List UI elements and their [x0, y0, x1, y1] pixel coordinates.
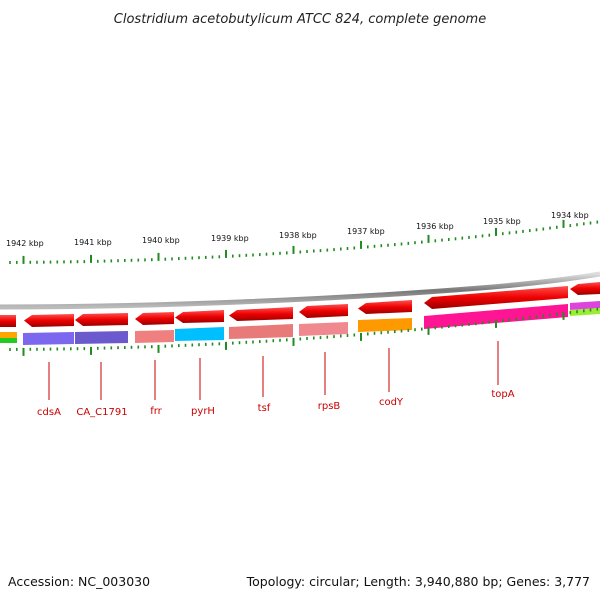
- cog-bar-pyrH: [175, 327, 224, 341]
- gene-arrow: [229, 307, 293, 321]
- accession-text: Accession: NC_003030: [8, 574, 150, 589]
- scale-labels: 1942 kbp 1941 kbp 1940 kbp 1939 kbp 1938…: [6, 211, 589, 248]
- gene-arrow: [358, 300, 412, 314]
- scale-label: 1938 kbp: [279, 231, 317, 240]
- scale-ticks: [9, 219, 599, 264]
- gene-arrow: [135, 312, 174, 325]
- gene-arrow: [0, 315, 16, 327]
- gene-arrow: [24, 314, 74, 327]
- scale-label: 1942 kbp: [6, 239, 44, 248]
- genome-backbone: [0, 271, 600, 310]
- gene-leaders: [48, 341, 499, 400]
- cog-bar: [0, 332, 17, 338]
- cog-bar: [570, 301, 600, 310]
- gene-arrows: [0, 282, 600, 327]
- gene-label-tsf: tsf: [258, 403, 271, 414]
- scale-label: 1940 kbp: [142, 236, 180, 245]
- gene-arrow: [175, 310, 224, 323]
- topology-summary: Topology: circular; Length: 3,940,880 bp…: [246, 574, 590, 589]
- gene-label-frr: frr: [150, 406, 162, 417]
- scale-label: 1939 kbp: [211, 234, 249, 243]
- cog-bars: [0, 301, 600, 345]
- cog-bar-tsf: [229, 324, 293, 339]
- cog-bar: [570, 308, 600, 316]
- cog-bar-topA: [424, 304, 568, 329]
- cog-bar: [0, 338, 17, 343]
- gene-arrow: [75, 313, 128, 326]
- gene-arrow: [424, 286, 568, 309]
- cog-bar-CA_C1791: [75, 331, 128, 344]
- gene-labels: cdsA CA_C1791 frr pyrH tsf rpsB codY top…: [37, 389, 515, 418]
- gene-label-codY: codY: [379, 397, 404, 408]
- cog-bar-codY: [358, 318, 412, 332]
- gene-label-rpsB: rpsB: [318, 401, 341, 412]
- scale-label: 1934 kbp: [551, 211, 589, 220]
- gene-label-pyrH: pyrH: [191, 406, 215, 417]
- cog-bar-cdsA: [23, 332, 74, 345]
- gene-arrow: [299, 304, 348, 318]
- scale-label: 1941 kbp: [74, 238, 112, 247]
- gene-label-topA: topA: [491, 389, 514, 400]
- gene-label-cdsA: cdsA: [37, 407, 61, 418]
- scale-label: 1936 kbp: [416, 222, 454, 231]
- cog-bar-frr: [135, 330, 174, 343]
- cog-bar-rpsB: [299, 322, 348, 336]
- map-title: Clostridium acetobutylicum ATCC 824, com…: [114, 12, 486, 27]
- scale-label: 1935 kbp: [483, 217, 521, 226]
- scale-label: 1937 kbp: [347, 227, 385, 236]
- gene-label-CA_C1791: CA_C1791: [76, 407, 127, 418]
- lower-scale-ticks: [9, 307, 599, 356]
- gene-arrow: [570, 282, 600, 295]
